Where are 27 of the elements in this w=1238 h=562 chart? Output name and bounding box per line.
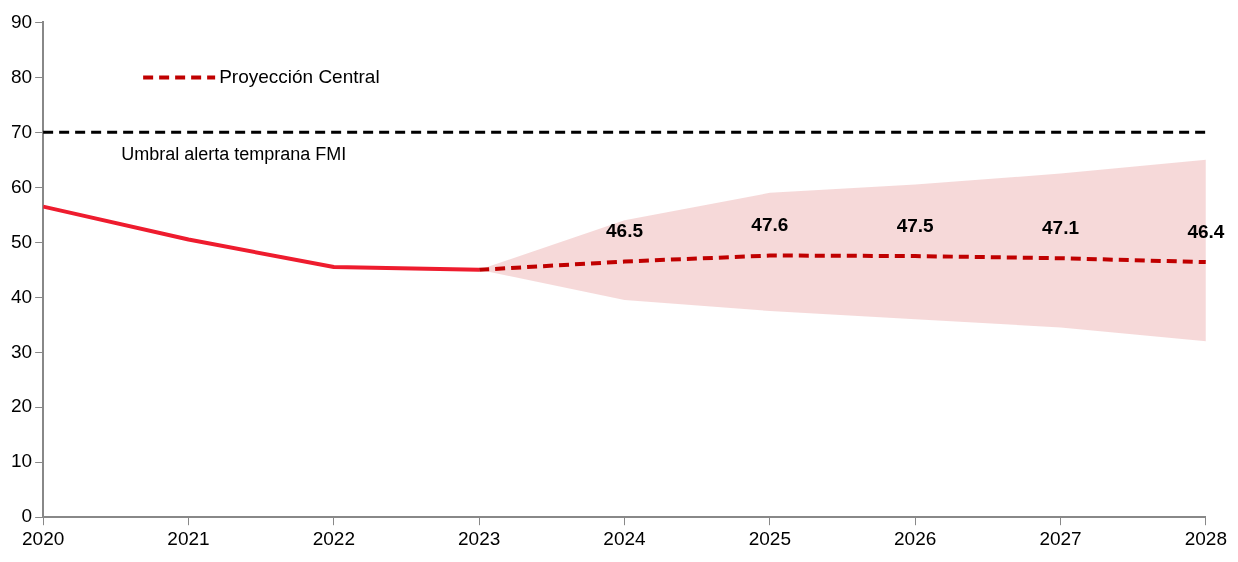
y-tick-label: 0	[21, 505, 33, 527]
line-series	[477, 253, 1206, 272]
y-tick-label: 80	[10, 65, 33, 87]
x-tick-label: 2020	[21, 527, 65, 549]
x-tick-label: 2021	[167, 527, 210, 549]
y-tick-label: 10	[10, 450, 33, 472]
y-tick-label: 90	[10, 10, 33, 32]
y-tick-label: 50	[10, 230, 33, 252]
y-tick-label: 20	[10, 395, 33, 417]
x-tick-label: 2025	[748, 527, 791, 549]
data-label: 46.4	[1187, 220, 1225, 242]
x-tick-label: 2024	[603, 527, 647, 549]
data-label: 46.5	[606, 220, 644, 242]
x-tick-label: 2022	[312, 527, 355, 549]
x-tick-label: 2023	[458, 527, 501, 549]
legend-label: Proyección Central	[219, 65, 380, 87]
y-tick-label: 40	[10, 285, 33, 307]
data-label: 47.5	[896, 214, 935, 236]
x-tick-label: 2028	[1184, 527, 1228, 549]
y-tick-label: 60	[10, 175, 33, 197]
data-label: 47.1	[1042, 216, 1080, 238]
data-label: 47.6	[751, 214, 789, 236]
ref-line-label: Umbral alerta temprana FMI	[121, 144, 347, 165]
y-tick-label: 30	[10, 340, 33, 362]
x-tick-label: 2026	[894, 527, 937, 549]
x-tick-label: 2027	[1039, 527, 1082, 549]
y-tick-label: 70	[10, 120, 33, 142]
